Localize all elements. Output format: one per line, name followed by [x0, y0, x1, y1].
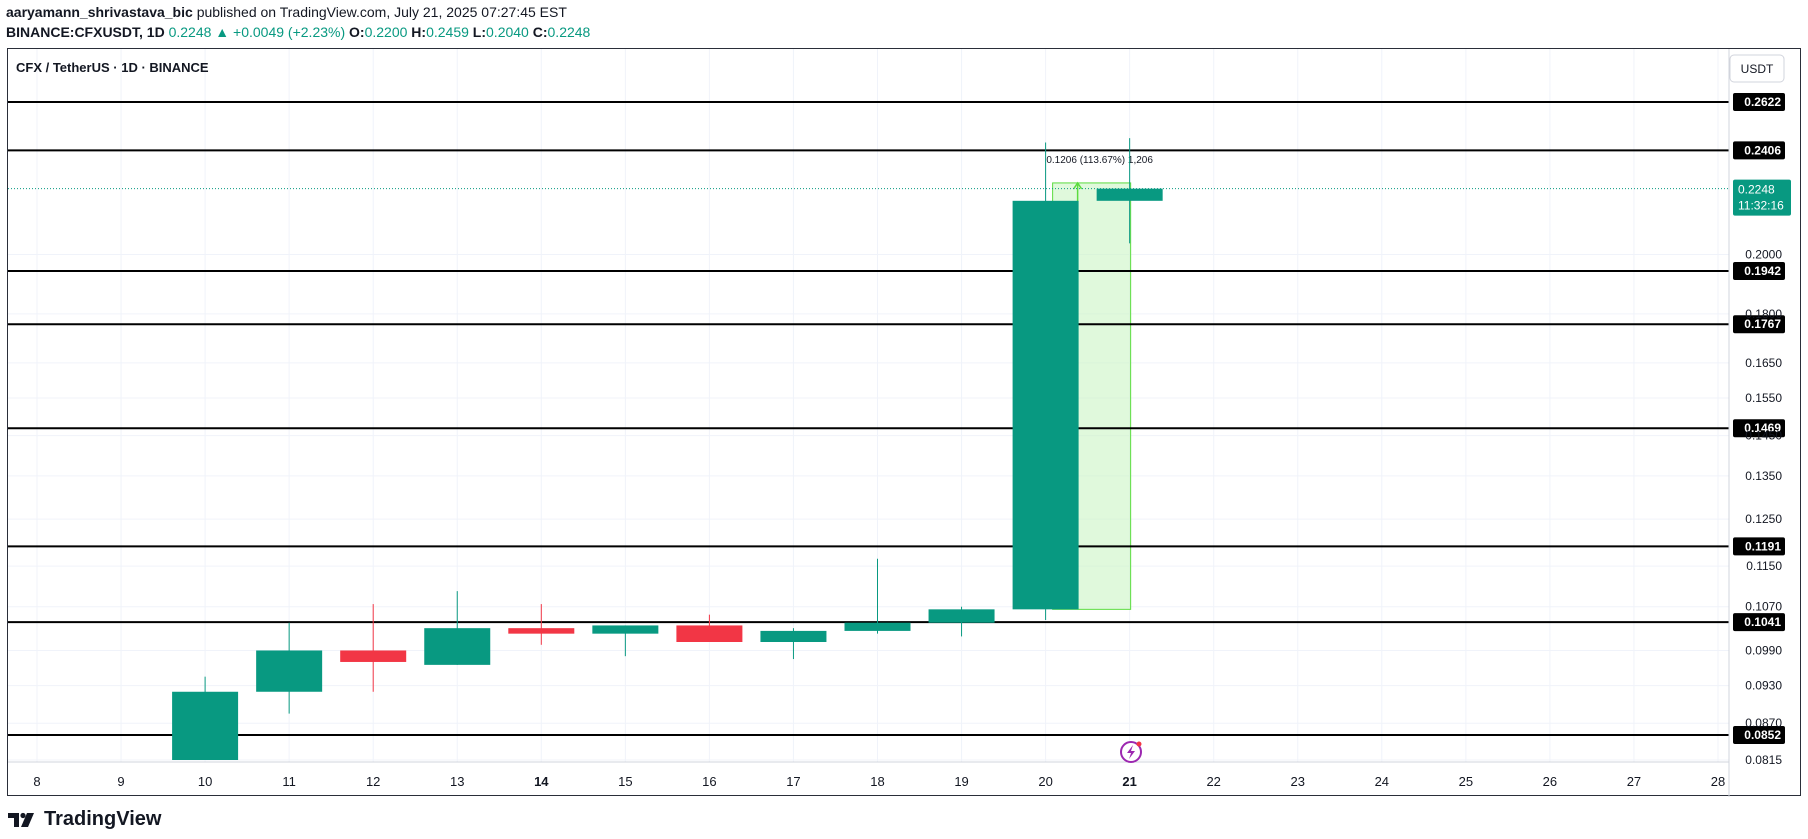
current-price-label: 0.2248 — [1738, 183, 1775, 197]
candle-body[interactable] — [1012, 200, 1079, 610]
current-price-tag — [1733, 179, 1791, 216]
level-price-label: 0.1191 — [1745, 539, 1781, 553]
candles — [172, 138, 1163, 761]
flash-event-icon[interactable] — [1120, 741, 1142, 763]
level-price-tag — [1733, 93, 1785, 111]
x-tick-label: 22 — [1206, 774, 1220, 789]
ohlc-legend: BINANCE:CFXUSDT, 1D 0.2248 ▲ +0.0049 (+2… — [6, 24, 590, 40]
candle-body[interactable] — [172, 691, 239, 761]
x-tick-label: 15 — [618, 774, 632, 789]
price-change: ▲ +0.0049 (+2.23%) — [215, 24, 346, 40]
brand-footer: TradingView — [8, 808, 161, 831]
countdown-label: 11:32:16 — [1738, 199, 1784, 213]
x-tick-label: 12 — [366, 774, 380, 789]
x-tick-label: 28 — [1711, 774, 1725, 789]
level-price-label: 0.2622 — [1744, 95, 1781, 109]
candle-body[interactable] — [340, 650, 407, 662]
level-price-label: 0.1469 — [1744, 421, 1781, 435]
y-tick-label: 0.1550 — [1745, 391, 1782, 405]
close-value: 0.2248 — [547, 24, 591, 40]
currency-button[interactable]: USDT — [1729, 54, 1785, 83]
measure-label: 0.1206 (113.67%) 1,206 — [1046, 155, 1153, 166]
y-tick-label: 0.2000 — [1745, 247, 1782, 261]
x-tick-label: 16 — [702, 774, 716, 789]
level-price-label: 0.1942 — [1744, 264, 1781, 278]
candle-body[interactable] — [508, 628, 575, 634]
level-price-label: 0.2406 — [1744, 143, 1781, 157]
y-tick-label: 0.0930 — [1745, 679, 1782, 693]
y-tick-label: 0.1250 — [1745, 512, 1782, 526]
x-tick-label: 23 — [1291, 774, 1305, 789]
y-tick-label: 0.0990 — [1745, 643, 1782, 657]
symbol-label: BINANCE:CFXUSDT, 1D — [6, 24, 165, 40]
axes — [8, 49, 1730, 797]
chart-title: CFX / TetherUS · 1D · BINANCE — [16, 60, 209, 75]
x-tick-label: 14 — [534, 774, 549, 789]
x-tick-label: 13 — [450, 774, 464, 789]
y-tick-label: 0.1450 — [1745, 429, 1782, 443]
chart-frame — [7, 48, 1801, 796]
x-tick-label: 9 — [117, 774, 124, 789]
candle-body[interactable] — [1096, 188, 1163, 201]
x-tick-label: 21 — [1122, 774, 1136, 789]
brand-name: TradingView — [44, 808, 162, 830]
candle-body[interactable] — [256, 650, 323, 692]
low-label: L: — [472, 24, 487, 40]
y-tick-label: 0.1070 — [1745, 600, 1782, 614]
y-tick-label: 0.1800 — [1745, 307, 1782, 321]
x-tick-label: 24 — [1375, 774, 1389, 789]
open-value: 0.2200 — [364, 24, 408, 40]
x-tick-label: 19 — [954, 774, 968, 789]
x-tick-label: 18 — [870, 774, 884, 789]
level-price-label: 0.0852 — [1744, 728, 1781, 742]
y-tick-label: 0.0815 — [1745, 753, 1782, 767]
horizontal-levels: 0.2622 0.2406 0.1942 0.1767 0.1469 0.1191 0.10… — [8, 93, 1791, 744]
low-value: 0.2040 — [486, 24, 529, 40]
axis-labels: 0.2000 0.1800 0.1650 0.1550 0.1450 0.1350 0.12… — [33, 247, 1782, 789]
last-price: 0.2248 — [168, 24, 212, 40]
level-price-tag — [1733, 613, 1785, 632]
x-tick-label: 17 — [786, 774, 800, 789]
x-tick-label: 20 — [1038, 774, 1052, 789]
x-tick-label: 26 — [1543, 774, 1557, 789]
level-price-label: 0.1041 — [1744, 615, 1781, 629]
candle-body[interactable] — [844, 622, 911, 631]
x-tick-label: 11 — [282, 774, 296, 789]
candle-body[interactable] — [760, 630, 827, 642]
y-tick-label: 0.1650 — [1745, 356, 1782, 370]
level-price-tag — [1733, 262, 1785, 281]
y-tick-label: 0.1350 — [1745, 469, 1782, 483]
candle-body[interactable] — [676, 625, 743, 642]
high-value: 0.2459 — [426, 24, 469, 40]
x-tick-label: 25 — [1459, 774, 1473, 789]
x-tick-label: 27 — [1627, 774, 1641, 789]
level-price-tag — [1733, 141, 1785, 160]
x-tick-label: 10 — [198, 774, 212, 789]
close-label: C: — [532, 24, 548, 40]
open-label: O: — [349, 24, 365, 40]
currency-label: USDT — [1741, 62, 1774, 76]
publish-info: aaryamann_shrivastava_bic published on T… — [6, 4, 567, 20]
candle-body[interactable] — [592, 625, 659, 634]
candle-body[interactable] — [424, 628, 491, 665]
x-tick-label: 8 — [33, 774, 40, 789]
tradingview-logo-icon — [8, 812, 34, 827]
y-tick-label: 0.1150 — [1746, 559, 1782, 573]
level-price-tag — [1733, 537, 1785, 556]
published-text: published on TradingView.com, July 21, 2… — [196, 4, 567, 20]
y-tick-label: 0.0870 — [1745, 716, 1782, 730]
level-price-tag — [1733, 419, 1785, 438]
level-price-tag — [1733, 726, 1785, 744]
author-name[interactable]: aaryamann_shrivastava_bic — [6, 4, 193, 20]
level-price-tag — [1733, 315, 1785, 334]
high-label: H: — [411, 24, 427, 40]
level-price-label: 0.1767 — [1744, 317, 1781, 331]
candle-body[interactable] — [928, 609, 995, 623]
measure-arrow-head — [1073, 181, 1083, 190]
